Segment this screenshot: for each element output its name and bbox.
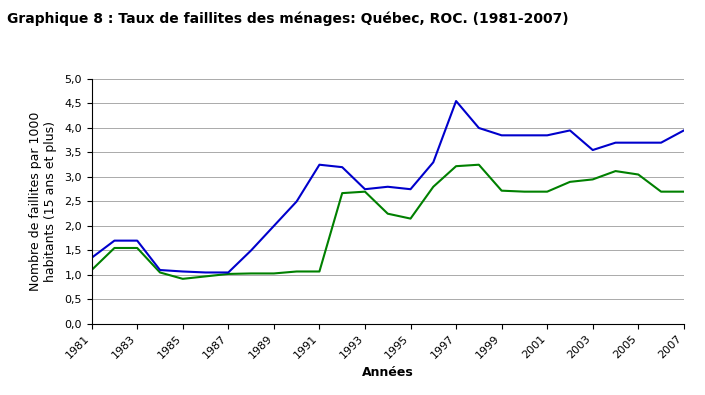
Reste du Canada bbox=[498, 188, 506, 193]
Québec bbox=[589, 148, 597, 152]
Québec bbox=[293, 199, 301, 204]
Reste du Canada bbox=[384, 211, 392, 216]
Québec bbox=[680, 128, 688, 133]
Reste du Canada bbox=[474, 162, 483, 167]
Québec bbox=[498, 133, 506, 138]
Québec bbox=[269, 224, 278, 228]
Reste du Canada bbox=[202, 274, 210, 279]
Reste du Canada bbox=[406, 216, 415, 221]
Reste du Canada bbox=[680, 189, 688, 194]
X-axis label: Années: Années bbox=[362, 366, 414, 379]
Reste du Canada bbox=[247, 271, 255, 276]
Reste du Canada bbox=[429, 184, 438, 189]
Y-axis label: Nombre de faillites par 1000
habitants (15 ans et plus): Nombre de faillites par 1000 habitants (… bbox=[30, 112, 57, 291]
Reste du Canada bbox=[156, 270, 164, 275]
Québec bbox=[247, 248, 255, 253]
Québec bbox=[133, 238, 142, 243]
Reste du Canada bbox=[133, 246, 142, 250]
Québec bbox=[338, 165, 346, 169]
Reste du Canada bbox=[543, 189, 551, 194]
Québec bbox=[429, 160, 438, 165]
Québec bbox=[634, 140, 642, 145]
Text: Graphique 8 : Taux de faillites des ménages: Québec, ROC. (1981-2007): Graphique 8 : Taux de faillites des ména… bbox=[7, 12, 569, 26]
Québec bbox=[156, 268, 164, 273]
Reste du Canada bbox=[452, 164, 460, 169]
Reste du Canada bbox=[269, 271, 278, 276]
Line: Québec: Québec bbox=[92, 101, 684, 273]
Reste du Canada bbox=[224, 272, 233, 276]
Reste du Canada bbox=[293, 269, 301, 274]
Québec bbox=[224, 270, 233, 275]
Reste du Canada bbox=[657, 189, 666, 194]
Québec bbox=[452, 99, 460, 103]
Reste du Canada bbox=[611, 169, 620, 173]
Québec bbox=[87, 256, 96, 260]
Reste du Canada bbox=[565, 179, 574, 184]
Québec bbox=[611, 140, 620, 145]
Reste du Canada bbox=[361, 189, 369, 194]
Québec bbox=[520, 133, 529, 138]
Reste du Canada bbox=[589, 177, 597, 182]
Reste du Canada bbox=[338, 191, 346, 196]
Reste du Canada bbox=[87, 268, 96, 273]
Québec bbox=[202, 270, 210, 275]
Québec bbox=[543, 133, 551, 138]
Québec bbox=[315, 162, 324, 167]
Québec bbox=[406, 187, 415, 192]
Québec bbox=[657, 140, 666, 145]
Reste du Canada bbox=[110, 246, 118, 250]
Québec bbox=[384, 184, 392, 189]
Reste du Canada bbox=[315, 269, 324, 274]
Québec bbox=[361, 187, 369, 192]
Québec bbox=[474, 126, 483, 130]
Reste du Canada bbox=[634, 172, 642, 177]
Reste du Canada bbox=[178, 276, 187, 281]
Québec bbox=[565, 128, 574, 133]
Québec bbox=[178, 269, 187, 274]
Line: Reste du Canada: Reste du Canada bbox=[92, 165, 684, 279]
Québec bbox=[110, 238, 118, 243]
Reste du Canada bbox=[520, 189, 529, 194]
